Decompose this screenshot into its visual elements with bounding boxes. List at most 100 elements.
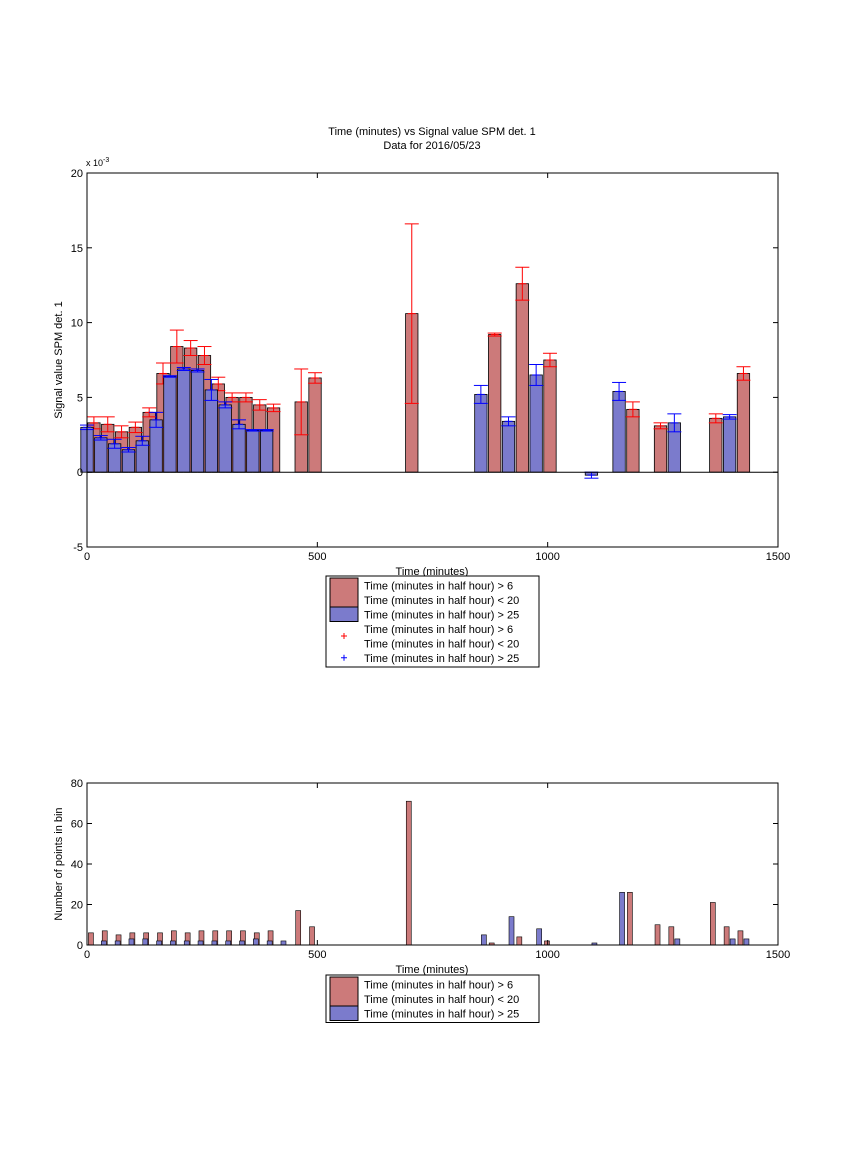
- x-tick-label: 1000: [535, 949, 559, 961]
- bar: [232, 423, 246, 473]
- x-tick-label: 0: [84, 551, 90, 563]
- legend-entry-label: Time (minutes in half hour) < 20: [364, 595, 519, 607]
- count-bar: [627, 892, 633, 946]
- count-chart: 0 500 1000 1500 0 20 40 60 80 Time (minutes) Num…: [53, 778, 790, 1023]
- y-tick-label: 20: [71, 168, 83, 180]
- legend-swatch: [329, 577, 359, 608]
- count-bar: [225, 940, 231, 946]
- legend: Time (minutes in half hour) > 6 Time (min…: [325, 575, 540, 668]
- count-bar: [743, 938, 750, 946]
- y-tick-label: 10: [71, 318, 83, 330]
- bar: [723, 416, 737, 473]
- count-bar: [729, 938, 736, 946]
- count-bar: [544, 940, 550, 946]
- count-bar: [183, 940, 190, 946]
- legend-entry-label: Time (minutes in half hour) > 25: [364, 610, 519, 622]
- y-tick-label: 15: [71, 243, 83, 255]
- count-bar: [674, 938, 681, 946]
- y-tick-label: 0: [77, 467, 83, 479]
- x-tick-label: 1000: [535, 551, 559, 563]
- count-bar: [101, 940, 107, 946]
- bar: [94, 437, 108, 473]
- count-bar: [88, 932, 94, 946]
- bar: [515, 283, 529, 473]
- bar: [177, 368, 191, 473]
- y-tick-label: 20: [71, 900, 83, 912]
- count-bar: [295, 910, 302, 946]
- y-tick-label: 80: [71, 778, 83, 790]
- bar: [246, 429, 260, 473]
- y-tick-label: 5: [77, 392, 83, 404]
- count-bar: [710, 902, 716, 946]
- bar: [488, 334, 502, 473]
- count-bar: [128, 938, 135, 946]
- chart-subtitle: Data for 2016/05/23: [383, 140, 480, 152]
- x-tick-label: 500: [308, 551, 326, 563]
- bar: [204, 389, 218, 473]
- count-bar: [737, 930, 744, 946]
- bar: [308, 377, 322, 473]
- bar: [474, 394, 488, 473]
- count-bar: [309, 926, 315, 946]
- count-bar: [654, 924, 661, 946]
- chart-title: Time (minutes) vs Signal value SPM det. …: [328, 126, 535, 138]
- count-bar: [266, 940, 273, 946]
- y-multiplier-exponent: -3: [103, 157, 109, 164]
- legend-swatch: [329, 976, 359, 1007]
- bar: [736, 373, 751, 473]
- axes-frame: [86, 172, 779, 548]
- bar: [501, 420, 516, 473]
- count-bar: [239, 940, 245, 946]
- y-tick-label: 40: [71, 859, 83, 871]
- plot-area-counts: [87, 783, 778, 945]
- y-multiplier-label: x 10-3: [86, 157, 109, 168]
- count-bar: [170, 940, 176, 946]
- count-bar: [508, 916, 515, 946]
- bar: [121, 449, 136, 473]
- legend-box: [325, 575, 540, 668]
- legend-entry-label: Time (minutes in half hour) > 6: [364, 581, 513, 593]
- y-tick-label: 60: [71, 819, 83, 831]
- x-axis-label-counts: Time (minutes): [396, 964, 469, 976]
- bar: [529, 374, 543, 473]
- legend-swatch: [329, 1005, 359, 1021]
- x-tick-label: 1500: [766, 551, 790, 563]
- bar: [653, 425, 668, 473]
- legend-box: [325, 974, 540, 1023]
- count-bar: [516, 936, 523, 946]
- bar: [260, 429, 274, 473]
- count-bar: [668, 926, 675, 946]
- legend-entry-label: Time (minutes in half hour) < 20: [364, 994, 519, 1006]
- legend-swatch: [329, 606, 359, 622]
- count-bar: [156, 940, 162, 946]
- y-tick-label: -5: [73, 542, 83, 554]
- count-bar: [253, 938, 259, 946]
- count-bar: [481, 934, 487, 946]
- signal-chart: Time (minutes) vs Signal value SPM det. …: [53, 126, 790, 668]
- y-axis-label: Signal value SPM det. 1: [53, 301, 65, 418]
- count-bar: [280, 940, 287, 946]
- bar: [709, 417, 723, 473]
- legend-entry-label: Time (minutes in half hour) > 6: [364, 624, 513, 636]
- legend-entry-label: Time (minutes in half hour) < 20: [364, 639, 519, 651]
- x-tick-label: 1500: [766, 949, 790, 961]
- legend-entry-label: Time (minutes in half hour) > 25: [364, 653, 519, 665]
- bar: [163, 376, 177, 473]
- bar: [626, 408, 640, 473]
- count-bar: [723, 926, 730, 946]
- count-bar: [536, 928, 542, 946]
- count-bar: [211, 940, 218, 946]
- y-axis-label-counts: Number of points in bin: [53, 807, 65, 920]
- count-bar: [114, 940, 121, 946]
- legend-entry-label: Time (minutes in half hour) > 25: [364, 1009, 519, 1021]
- bar: [218, 404, 232, 473]
- count-bar: [405, 800, 412, 946]
- bar: [190, 370, 205, 473]
- count-bar: [619, 892, 625, 946]
- count-bar: [142, 938, 149, 946]
- bar: [543, 359, 557, 473]
- y-multiplier-base: x 10: [86, 158, 103, 168]
- x-tick-label: 500: [308, 949, 326, 961]
- y-tick-label: 0: [77, 940, 83, 952]
